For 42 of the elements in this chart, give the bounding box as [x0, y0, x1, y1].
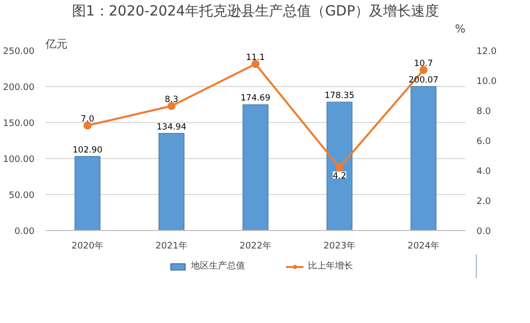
point	[420, 66, 428, 74]
y2-tick-label: 2.0	[476, 197, 492, 207]
data-label: 7.0	[80, 114, 94, 124]
y-tick-label: 200.00	[3, 83, 35, 93]
y2-axis-title: %	[455, 22, 466, 36]
x-tick-label: 2022年	[240, 240, 272, 252]
x-tick-label: 2023年	[324, 240, 356, 252]
bar	[326, 102, 352, 230]
bar	[74, 156, 100, 230]
bar	[242, 104, 268, 230]
x-tick-label: 2020年	[72, 240, 104, 252]
data-label: 134.94	[156, 122, 186, 132]
y2-tick-label: 8.0	[476, 107, 492, 117]
data-label: 178.35	[324, 91, 354, 102]
y-tick-label: 0.00	[14, 227, 35, 237]
chart-title: 图1：2020-2024年托克逊县生产总值（GDP）及增长速度	[72, 4, 440, 20]
y2-tick-label: 4.0	[476, 167, 492, 177]
bar	[158, 133, 184, 230]
y-tick-label: 50.00	[8, 191, 35, 201]
y2-tick-label: 12.0	[476, 47, 497, 57]
point	[336, 164, 344, 172]
bar	[410, 86, 436, 230]
data-label: 10.7	[414, 59, 433, 69]
y-tick-label: 150.00	[3, 119, 35, 129]
x-tick-label: 2024年	[408, 240, 440, 252]
y-tick-label: 100.00	[3, 155, 35, 165]
y-axis-title: 亿元	[44, 38, 68, 50]
data-label: 11.1	[246, 53, 265, 63]
data-label: 174.69	[240, 94, 270, 104]
data-label: 4.2	[332, 172, 346, 182]
point	[252, 60, 260, 68]
point	[84, 122, 92, 130]
data-label: 102.90	[72, 145, 102, 156]
data-label: 8.3	[164, 95, 178, 105]
y2-tick-label: 6.0	[476, 137, 492, 147]
point	[168, 102, 176, 110]
y-tick-label: 250.00	[3, 47, 35, 57]
y2-tick-label: 0.0	[476, 227, 492, 237]
x-tick-label: 2021年	[156, 240, 188, 252]
legend-label: 比上年增长	[308, 260, 353, 272]
legend-label: 地区生产总值	[191, 260, 245, 272]
y2-tick-label: 10.0	[476, 77, 497, 87]
